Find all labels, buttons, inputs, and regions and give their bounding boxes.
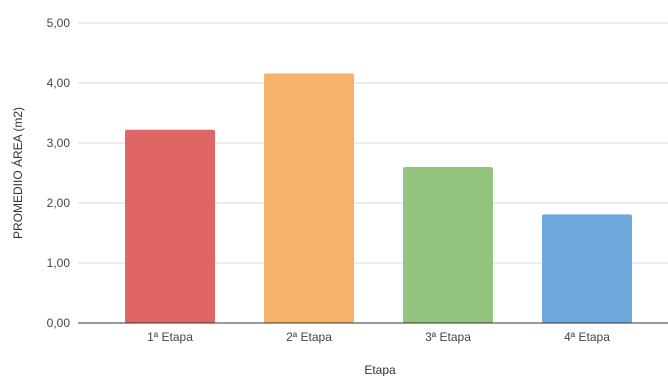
y-tick-label: 0,00 <box>47 316 71 330</box>
bar-4 <box>542 214 632 323</box>
y-axis-ticks: 0,00 1,00 2,00 3,00 4,00 5,00 <box>47 16 71 330</box>
bars <box>125 73 632 324</box>
y-tick-label: 5,00 <box>47 16 71 30</box>
y-tick-label: 4,00 <box>47 76 71 90</box>
y-tick-label: 2,00 <box>47 196 71 210</box>
bar-2 <box>264 73 354 324</box>
x-tick-label: 4ª Etapa <box>564 330 610 344</box>
x-axis-ticks: 1ª Etapa 2ª Etapa 3ª Etapa 4ª Etapa <box>147 330 610 344</box>
y-axis-title: PROMEDIIO ÁREA (m2) <box>10 107 25 239</box>
y-tick-label: 1,00 <box>47 256 71 270</box>
x-tick-label: 2ª Etapa <box>286 330 332 344</box>
x-axis-title: Etapa <box>364 363 396 376</box>
y-tick-label: 3,00 <box>47 136 71 150</box>
x-tick-label: 3ª Etapa <box>425 330 471 344</box>
bar-1 <box>125 129 215 323</box>
x-tick-label: 1ª Etapa <box>147 330 193 344</box>
bar-3 <box>403 167 493 323</box>
